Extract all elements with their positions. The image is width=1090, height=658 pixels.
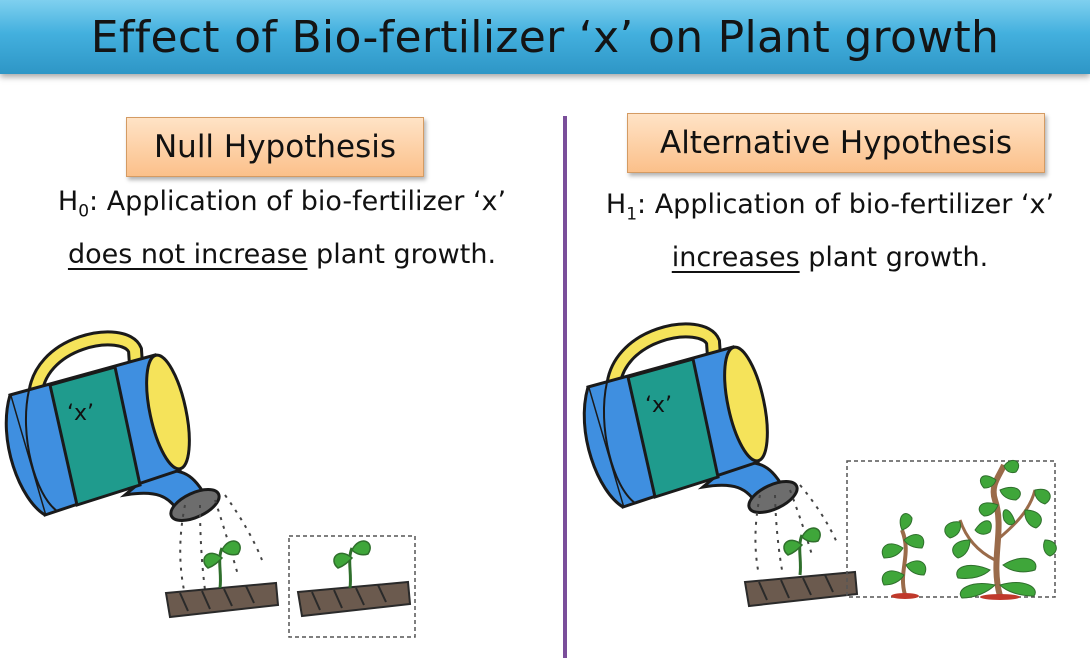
right-watering-can: ‘x’ [584, 330, 801, 518]
alt-subscript: 1 [626, 204, 638, 225]
alt-symbol: H [605, 189, 627, 220]
null-statement-end: plant growth. [307, 239, 497, 271]
null-statement-start: : Application of bio-fertilizer ‘x’ [89, 186, 507, 217]
right-result-box [846, 460, 1056, 598]
title-bar [0, 0, 1090, 74]
right-medium-plant [881, 513, 927, 599]
right-soil [744, 571, 858, 607]
right-can-label: ‘x’ [645, 393, 672, 418]
alternative-hypothesis-statement: H1: Application of bio-fertilizer ‘x’ in… [580, 183, 1080, 280]
right-tall-plant [944, 459, 1057, 600]
left-can-label: ‘x’ [67, 401, 94, 426]
panel-divider [563, 116, 567, 658]
alt-statement-end: plant growth. [799, 242, 989, 274]
null-statement-emphasis: does not increase [67, 239, 308, 271]
null-hypothesis-statement: H0: Application of bio-fertilizer ‘x’ do… [18, 180, 546, 277]
right-seedling [782, 526, 822, 577]
left-seedling [202, 539, 242, 590]
left-result-seedling [332, 539, 372, 590]
alternative-hypothesis-label: Alternative Hypothesis [627, 113, 1045, 173]
left-result-box [288, 535, 416, 638]
alt-statement-emphasis: increases [671, 242, 800, 274]
null-hypothesis-label: Null Hypothesis [126, 117, 424, 177]
left-watering-can: ‘x’ [6, 338, 223, 526]
alt-statement-start: : Application of bio-fertilizer ‘x’ [637, 189, 1055, 220]
left-result-soil [297, 581, 411, 617]
right-water-spray [754, 484, 839, 571]
page-title: Effect of Bio-fertilizer ‘x’ on Plant gr… [90, 12, 1000, 63]
null-subscript: 0 [78, 201, 90, 222]
null-symbol: H [57, 186, 79, 217]
